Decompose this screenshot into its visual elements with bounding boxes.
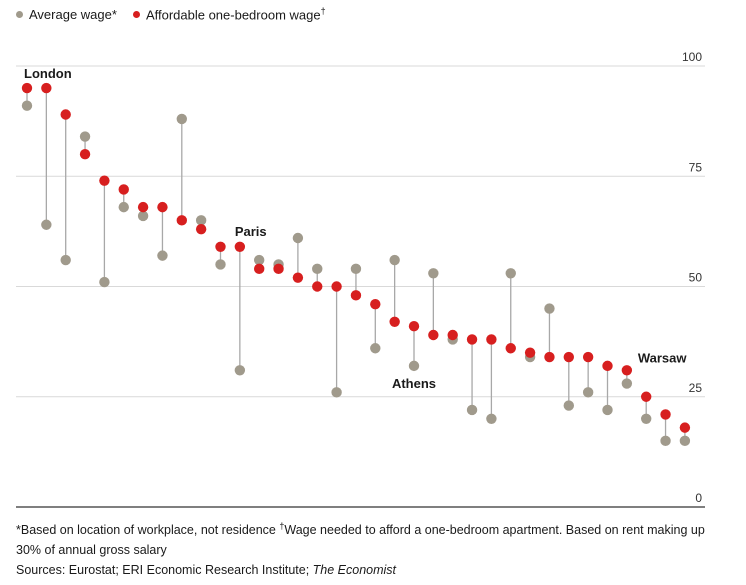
average-point-28 — [563, 400, 574, 411]
average-point-31 — [621, 378, 633, 389]
affordable-point-21 — [428, 329, 439, 341]
affordable-point-4 — [99, 175, 110, 186]
average-point-12 — [254, 254, 265, 266]
affordable-point-31 — [621, 365, 633, 376]
sources-text: Sources: Eurostat; ERI Economic Research… — [16, 563, 313, 577]
affordable-point-14 — [292, 272, 304, 283]
average-point-27 — [544, 303, 555, 314]
average-point-5 — [118, 201, 129, 213]
average-point-15 — [312, 263, 323, 275]
gridlines — [16, 65, 705, 508]
average-point-19 — [389, 254, 400, 266]
affordable-point-10 — [215, 241, 226, 253]
average-point-10 — [215, 259, 226, 270]
affordable-point-11 — [234, 241, 246, 253]
y-tick-label-50: 50 — [689, 271, 703, 285]
affordable-point-24 — [486, 334, 497, 345]
average-point-25 — [505, 268, 516, 279]
average-point-8 — [176, 113, 187, 125]
city-label-london: London — [24, 66, 72, 81]
legend-item-average: Average wage* — [16, 7, 117, 22]
legend-affordable-text: Affordable one-bedroom wage — [145, 7, 321, 23]
legend-item-affordable: Affordable one-bedroom wage† — [132, 6, 326, 22]
affordable-point-8 — [176, 215, 187, 226]
affordable-point-3 — [79, 149, 91, 160]
affordable-point-13 — [273, 263, 284, 275]
footnote-1: *Based on location of workplace, not res… — [16, 523, 280, 537]
average-point-20 — [408, 360, 420, 372]
average-point-14 — [292, 232, 304, 244]
affordable-point-29 — [582, 351, 594, 363]
y-tick-label-25: 25 — [689, 381, 703, 395]
affordable-point-5 — [118, 184, 129, 195]
affordable-point-7 — [157, 201, 168, 213]
average-point-9 — [195, 215, 207, 226]
footnote-definitions: *Based on location of workplace, not res… — [16, 520, 731, 560]
affordable-point-6 — [137, 201, 149, 213]
average-point-11 — [234, 365, 246, 376]
footnote-2: Wage needed to afford a one-bedroom apar… — [16, 523, 705, 557]
affordable-point-22 — [447, 329, 458, 341]
average-point-16 — [331, 387, 342, 398]
legend-affordable-dot — [132, 10, 140, 18]
legend-affordable-label: Affordable one-bedroom wage† — [146, 6, 326, 22]
affordable-point-12 — [254, 263, 265, 275]
average-point-23 — [466, 404, 478, 416]
affordable-point-30 — [602, 360, 613, 372]
affordable-point-17 — [350, 290, 362, 301]
affordable-point-16 — [331, 281, 342, 292]
footnote-dagger: † — [279, 520, 285, 531]
legend-average-label: Average wage* — [29, 6, 117, 22]
affordable-point-2 — [60, 109, 71, 120]
city-label-paris: Paris — [235, 224, 267, 239]
footnote-sources: Sources: Eurostat; ERI Economic Research… — [16, 560, 731, 580]
affordable-point-33 — [660, 409, 671, 420]
affordable-point-27 — [544, 351, 555, 363]
average-point-6 — [137, 210, 149, 222]
average-point-18 — [370, 343, 381, 354]
legend-average-dot — [16, 10, 23, 18]
city-label-warsaw: Warsaw — [638, 350, 688, 365]
average-point-33 — [660, 435, 671, 447]
y-tick-label-75: 75 — [689, 160, 703, 174]
average-point-3 — [79, 131, 91, 142]
legend: Average wage* Affordable one-bedroom wag… — [16, 6, 326, 22]
average-point-21 — [428, 268, 439, 279]
affordable-point-15 — [312, 281, 323, 292]
average-point-2 — [60, 254, 71, 266]
y-tick-label-100: 100 — [682, 50, 702, 64]
affordable-point-28 — [563, 351, 574, 363]
y-tick-label-0: 0 — [695, 491, 702, 505]
affordable-point-20 — [408, 320, 420, 332]
affordable-point-1 — [41, 82, 52, 94]
chart-marks — [21, 82, 691, 447]
affordable-point-25 — [505, 343, 516, 354]
sources-economist: The Economist — [312, 563, 397, 577]
footnotes: *Based on location of workplace, not res… — [16, 520, 731, 580]
affordable-point-26 — [524, 347, 536, 358]
city-label-athens: Athens — [392, 376, 436, 391]
average-point-17 — [350, 263, 362, 275]
average-point-32 — [641, 413, 652, 424]
average-point-4 — [99, 276, 110, 288]
affordable-point-32 — [641, 391, 652, 402]
city-labels: London Paris Athens Warsaw — [24, 66, 687, 391]
dumbbell-chart: 0 25 50 75 100 London Paris Athens Warsaw — [16, 50, 705, 508]
affordable-point-19 — [389, 316, 400, 327]
average-point-34 — [679, 435, 691, 447]
average-point-7 — [157, 250, 168, 261]
affordable-point-9 — [195, 223, 207, 235]
affordable-point-0 — [21, 82, 33, 94]
legend-affordable-dagger: † — [320, 6, 326, 16]
average-point-30 — [602, 404, 613, 416]
affordable-point-23 — [466, 334, 478, 345]
affordable-point-34 — [679, 422, 691, 433]
y-tick-labels: 0 25 50 75 100 — [682, 50, 702, 505]
average-point-29 — [582, 387, 594, 398]
average-point-0 — [21, 100, 33, 111]
affordable-point-18 — [370, 298, 381, 310]
average-point-24 — [486, 413, 497, 424]
average-point-1 — [41, 219, 52, 230]
